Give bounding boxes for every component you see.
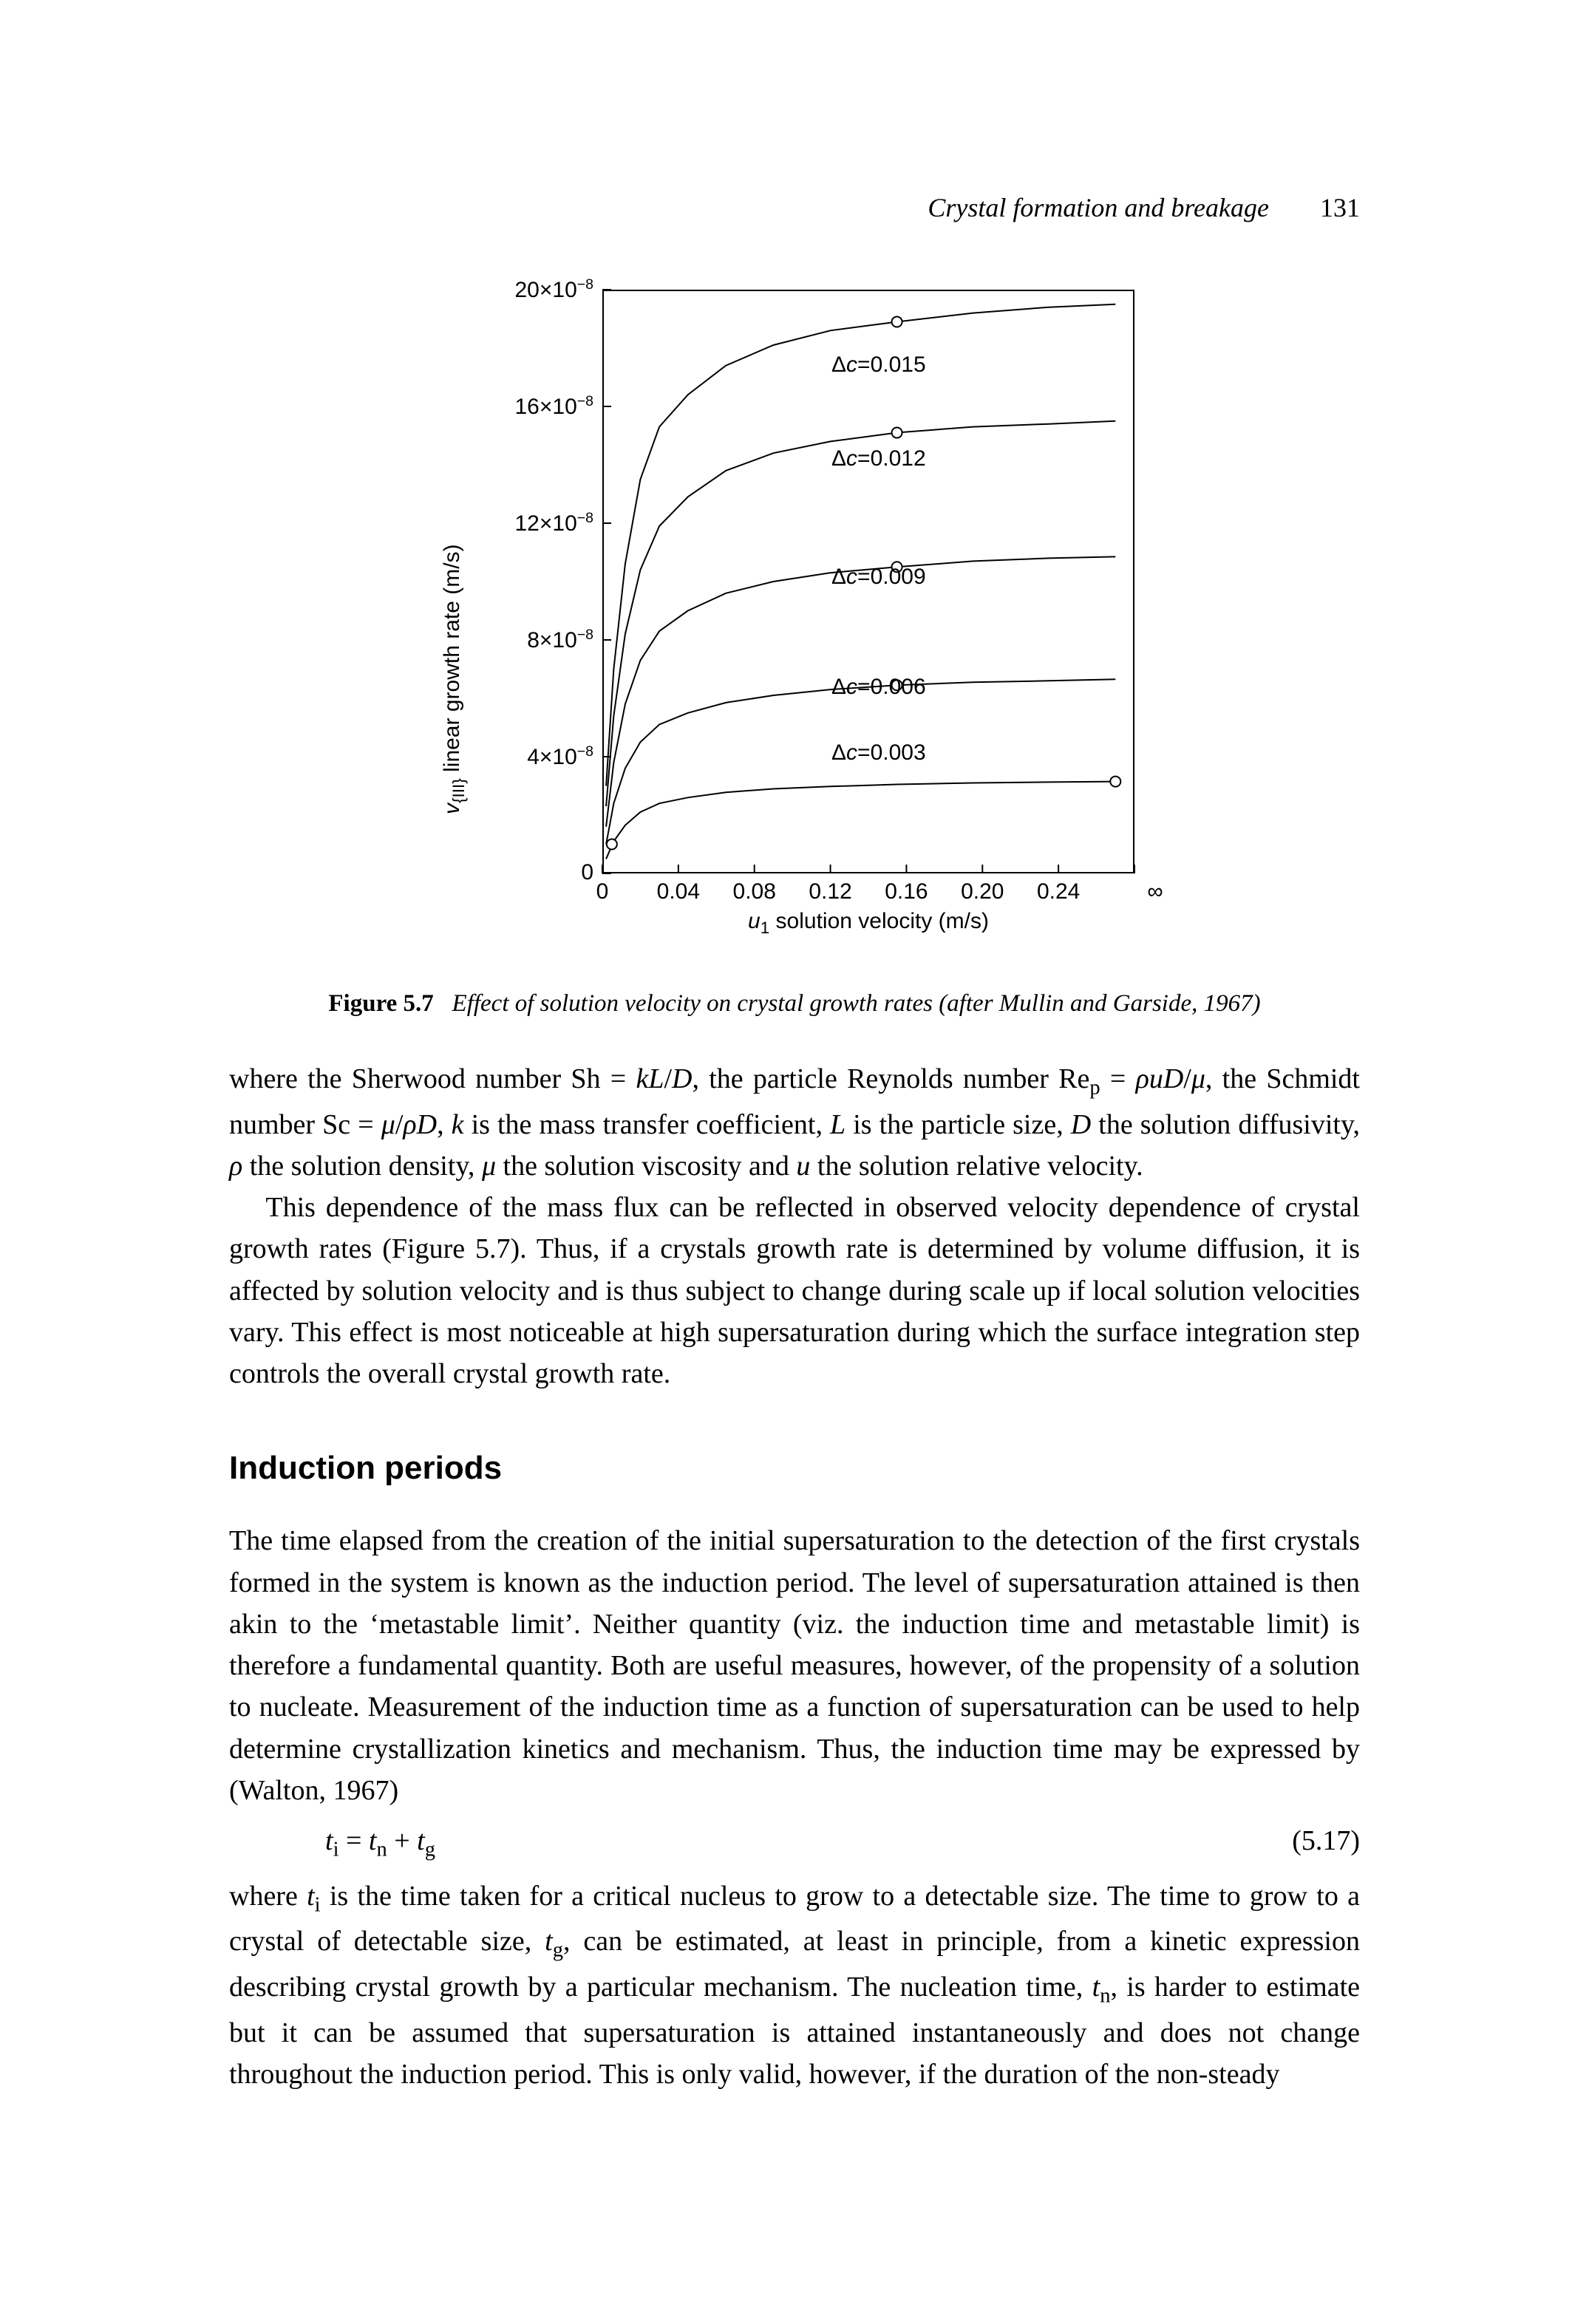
ytick-label: 20×10−8 xyxy=(515,276,594,303)
figure-caption: Figure 5.7 Effect of solution velocity o… xyxy=(328,990,1260,1018)
section-heading-induction: Induction periods xyxy=(229,1450,1360,1487)
ytick-label: 8×10−8 xyxy=(527,627,593,653)
running-title: Crystal formation and breakage xyxy=(928,193,1269,222)
xtick-label: 0.08 xyxy=(733,879,776,904)
figure-5-7: 0 0.04 0.08 0.12 0.16 0.20 0.24 ∞ 0 4×10−8 8×10−8 1… xyxy=(229,275,1360,1018)
running-header: Crystal formation and breakage 131 xyxy=(229,192,1360,223)
xtick-label: 0.24 xyxy=(1037,879,1080,904)
series-label: Δc=0.009 xyxy=(831,565,926,590)
series-label: Δc=0.015 xyxy=(831,352,926,378)
series-label: Δc=0.012 xyxy=(831,446,926,471)
xtick-label-infinity: ∞ xyxy=(1147,879,1163,904)
xtick-label: 0.12 xyxy=(809,879,851,904)
paragraph-induction-explain: where ti is the time taken for a critica… xyxy=(229,1875,1360,2096)
figure-caption-text: Effect of solution velocity on crystal g… xyxy=(452,990,933,1017)
ytick-label: 12×10−8 xyxy=(515,510,594,536)
xtick-label: 0.16 xyxy=(885,879,928,904)
paragraph-velocity-dependence: This dependence of the mass flux can be … xyxy=(229,1187,1360,1394)
paragraph-defs: where the Sherwood number Sh = kL/D, the… xyxy=(229,1058,1360,1187)
xaxis-title: u1 solution velocity (m/s) xyxy=(748,909,989,938)
series-label: Δc=0.003 xyxy=(831,740,926,766)
page-number: 131 xyxy=(1320,193,1360,222)
figure-caption-ref: (after Mullin and Garside, 1967) xyxy=(939,990,1260,1017)
ytick-label: 0 xyxy=(581,860,593,885)
xtick-label: 0 xyxy=(596,879,609,904)
equation-number: (5.17) xyxy=(1292,1824,1360,1857)
xtick-label: 0.04 xyxy=(657,879,700,904)
chart-plot: 0 0.04 0.08 0.12 0.16 0.20 0.24 ∞ 0 4×10−8 8×10−8 1… xyxy=(418,275,1201,962)
equation-5-17: ti = tn + tg (5.17) xyxy=(229,1824,1360,1862)
equation-body: ti = tn + tg xyxy=(325,1824,1292,1862)
ytick-label: 4×10−8 xyxy=(527,743,593,770)
yaxis-title: v{III} linear growth rate (m/s) xyxy=(440,544,469,814)
ytick-label: 16×10−8 xyxy=(515,393,594,420)
paragraph-induction-intro: The time elapsed from the creation of th… xyxy=(229,1520,1360,1811)
xtick-label: 0.20 xyxy=(961,879,1004,904)
series-label: Δc=0.006 xyxy=(831,675,926,700)
figure-caption-label: Figure 5.7 xyxy=(328,990,433,1017)
